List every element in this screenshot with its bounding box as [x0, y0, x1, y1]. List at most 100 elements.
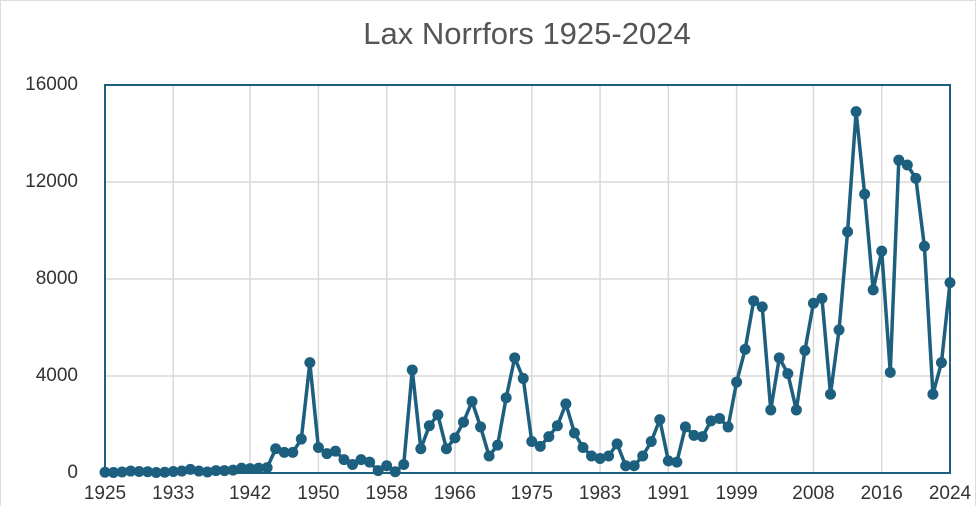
data-point: [167, 466, 179, 478]
x-tick-label: 1925: [84, 483, 126, 504]
data-point: [500, 392, 512, 404]
data-point: [492, 439, 504, 451]
data-point: [517, 372, 529, 384]
data-point: [901, 159, 913, 171]
y-tick-label: 0: [67, 462, 78, 483]
data-point: [329, 445, 341, 457]
data-point: [816, 292, 828, 304]
data-point: [253, 462, 265, 474]
data-point: [842, 226, 854, 238]
data-point: [799, 345, 811, 357]
data-point: [756, 301, 768, 313]
data-point: [321, 448, 333, 460]
data-point: [620, 460, 632, 472]
data-point: [142, 466, 154, 478]
data-point: [543, 431, 555, 443]
data-point: [99, 466, 111, 478]
x-tick-label: 1999: [715, 483, 757, 504]
data-point: [833, 324, 845, 336]
data-point: [696, 431, 708, 443]
data-point: [551, 420, 563, 432]
data-point: [526, 435, 538, 447]
data-point: [825, 388, 837, 400]
data-point: [150, 467, 162, 479]
data-point: [108, 467, 120, 479]
data-point: [304, 357, 316, 369]
data-point: [568, 427, 580, 439]
data-point: [611, 438, 623, 450]
data-point: [398, 459, 410, 471]
x-tick-label: 1975: [511, 483, 553, 504]
data-point: [201, 466, 213, 478]
data-point: [184, 463, 196, 475]
data-point: [440, 443, 452, 455]
data-point: [483, 450, 495, 462]
data-point: [935, 357, 947, 369]
x-tick-label: 1991: [647, 483, 689, 504]
data-point: [773, 352, 785, 364]
y-tick-label: 16000: [25, 74, 78, 95]
data-point: [790, 404, 802, 416]
data-point: [927, 388, 939, 400]
x-tick-label: 1942: [229, 483, 271, 504]
y-tick-label: 8000: [36, 268, 78, 289]
data-point: [406, 364, 418, 376]
data-point: [714, 412, 726, 424]
data-point: [457, 416, 469, 428]
data-point: [176, 465, 188, 477]
data-point: [449, 432, 461, 444]
data-point: [227, 464, 239, 476]
data-point: [116, 466, 128, 478]
data-point: [534, 440, 546, 452]
data-point: [782, 368, 794, 380]
data-point: [603, 450, 615, 462]
y-tick-label: 4000: [36, 365, 78, 386]
data-point: [509, 352, 521, 364]
data-point: [679, 421, 691, 433]
data-point: [381, 460, 393, 472]
data-point: [270, 443, 282, 455]
data-point: [918, 240, 930, 252]
data-point: [739, 343, 751, 355]
data-point: [867, 284, 879, 296]
data-point: [893, 154, 905, 166]
data-point: [210, 465, 222, 477]
data-point: [884, 366, 896, 378]
data-point: [338, 454, 350, 466]
data-point: [628, 460, 640, 472]
data-point: [125, 465, 137, 477]
chart-title: Lax Norrfors 1925-2024: [363, 16, 690, 51]
data-point: [244, 463, 256, 475]
data-point: [850, 106, 862, 118]
data-point: [705, 415, 717, 427]
data-point: [577, 442, 589, 454]
data-point: [645, 435, 657, 447]
x-tick-label: 1950: [297, 483, 339, 504]
data-point: [415, 443, 427, 455]
data-point: [278, 446, 290, 458]
data-point: [662, 455, 674, 467]
data-point: [193, 465, 205, 477]
data-point: [654, 414, 666, 426]
y-tick-label: 12000: [25, 171, 78, 192]
data-point: [312, 442, 324, 454]
data-point: [910, 172, 922, 184]
data-point: [475, 421, 487, 433]
data-point: [423, 420, 435, 432]
data-point: [722, 421, 734, 433]
data-point: [594, 452, 606, 464]
data-point: [807, 297, 819, 309]
data-point: [637, 450, 649, 462]
data-point: [159, 466, 171, 478]
data-point: [218, 465, 230, 477]
data-point: [731, 376, 743, 388]
data-point: [876, 245, 888, 257]
data-point: [466, 395, 478, 407]
data-point: [295, 433, 307, 445]
x-tick-label: 2024: [929, 483, 972, 504]
x-tick-label: 2016: [861, 483, 903, 504]
data-point: [364, 456, 376, 468]
data-point: [688, 429, 700, 441]
